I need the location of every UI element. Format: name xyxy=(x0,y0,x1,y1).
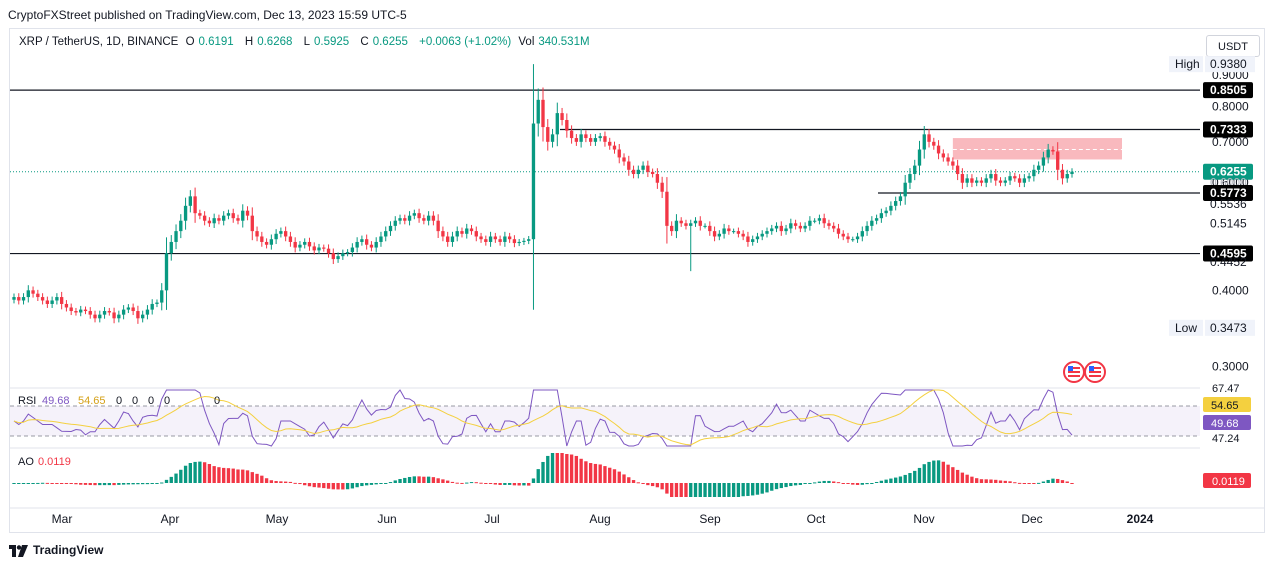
volume-value: Vol 340.531M xyxy=(518,36,590,48)
open-value: O 0.6191 xyxy=(185,36,234,48)
symbol-name[interactable]: XRP / TetherUS, 1D, BINANCE xyxy=(19,36,179,48)
chart-frame xyxy=(9,28,1265,533)
low-value: L 0.5925 xyxy=(303,36,350,48)
high-value: H 0.6268 xyxy=(244,36,293,48)
close-value: C 0.6255 xyxy=(360,36,408,48)
currency-button[interactable]: USDT xyxy=(1206,35,1260,57)
symbol-legend: XRP / TetherUS, 1D, BINANCE O 0.6191 H 0.6… xyxy=(19,36,598,48)
tradingview-logo-icon xyxy=(9,544,28,557)
publisher-line: CryptoFXStreet published on TradingView.… xyxy=(8,8,407,22)
footer-brand-text: TradingView xyxy=(33,543,104,557)
change-value: +0.0063 (+1.02%) xyxy=(419,36,512,48)
top-bar: CryptoFXStreet published on TradingView.… xyxy=(0,0,1273,28)
footer-brand[interactable]: TradingView xyxy=(9,543,103,557)
